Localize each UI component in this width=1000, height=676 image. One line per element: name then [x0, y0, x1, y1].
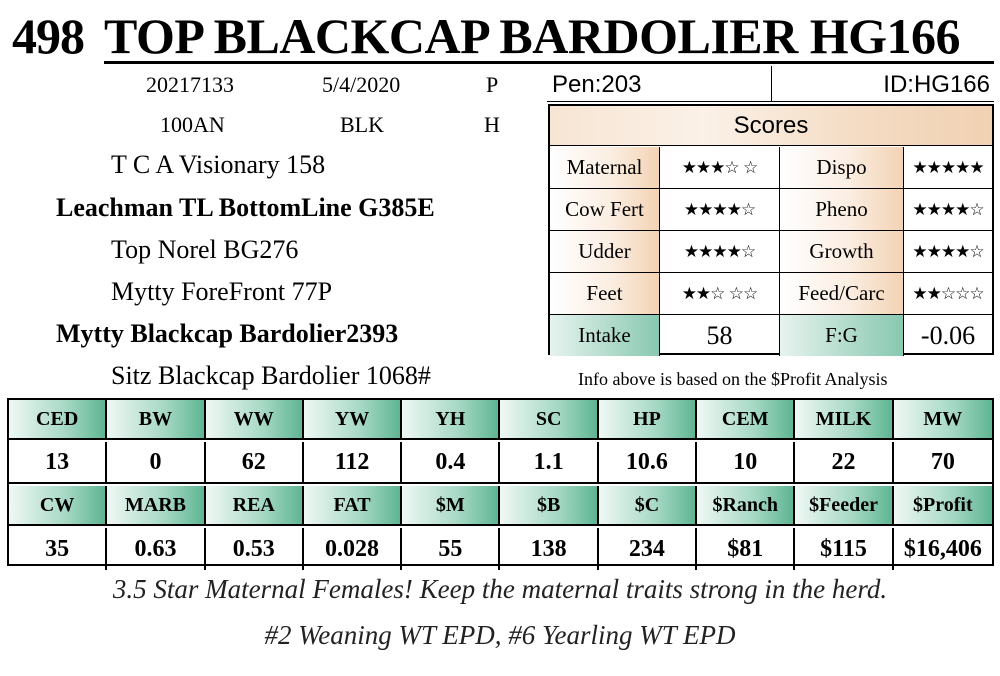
epd-value-cell: $81 [697, 528, 796, 570]
epd-value-cell: 1.1 [500, 442, 599, 484]
score-stars: ★★☆ ☆☆ [660, 273, 780, 314]
title-underline [104, 61, 994, 64]
epd-value-cell: 0 [107, 442, 206, 484]
epd-header-cell: CED [9, 400, 108, 440]
epd-header-cell: BW [107, 400, 206, 440]
epd-value-cell: $16,406 [903, 535, 982, 562]
score-row: Maternal ★★★☆ ☆ Dispo ★★★★★ [550, 147, 992, 189]
score-label: Udder [550, 231, 660, 272]
scores-caption: Info above is based on the $Profit Analy… [578, 369, 888, 389]
score-label: Cow Fert [550, 189, 660, 230]
epd-header-cell: CW [9, 486, 108, 526]
epd-value-cell: 70 [893, 442, 992, 484]
pedigree-dam: Mytty Blackcap Bardolier2393 [56, 319, 399, 348]
epd-value-cell: 13 [9, 442, 108, 484]
pedigree-dam-sire: Mytty ForeFront 77P [111, 277, 333, 306]
epd-value-cell: 10 [697, 442, 796, 484]
pen-divider [771, 66, 772, 102]
epd-header-cell: REA [205, 486, 304, 526]
score-label: Maternal [550, 147, 660, 188]
intake-value: 58 [660, 315, 780, 356]
pen-label: Pen:203 [552, 71, 642, 98]
epd-header-cell: MILK [795, 400, 894, 440]
epd-value-cell: 138 [500, 528, 599, 570]
epd-value-cell: 112 [303, 442, 403, 484]
score-label: Pheno [780, 189, 904, 230]
epd-header-cell: YW [303, 400, 403, 440]
epd-value-cell: 35 [9, 528, 108, 570]
epd-header-cell: YH [402, 400, 501, 440]
registration-number: 20217133 [146, 72, 234, 97]
lot-number: 498 [12, 8, 85, 64]
pedigree-sire: Leachman TL BottomLine G385E [56, 193, 435, 222]
epd-table: CED BW WW YW YH SC HP CEM MILK MW 13 0 62 112 0.4 1.1 1… [7, 398, 994, 570]
epd-value-cell: 62 [205, 442, 304, 484]
pedigree-sire-sire: T C A Visionary 158 [111, 150, 326, 179]
score-stars: ★★★★☆ [912, 199, 984, 220]
epd-header-cell: $M [402, 486, 501, 526]
scores-title: Scores [550, 106, 992, 146]
epd-header-cell: $C [598, 486, 698, 526]
epd-header-cell: CEM [697, 400, 796, 440]
epd-header-cell: $Feeder [795, 486, 894, 526]
note-line-1: 3.5 Star Maternal Females! Keep the mate… [112, 574, 888, 604]
epd-value-cell: 55 [402, 528, 501, 570]
tattoo: 100AN [160, 112, 225, 137]
score-label: Feet [550, 273, 660, 314]
epd-header-cell: MW [893, 400, 992, 440]
score-stars: ★★★★☆ [912, 241, 984, 262]
score-stars: ★★★★☆ [660, 189, 780, 230]
color-code: BLK [340, 112, 384, 137]
score-stars: ★★★☆ ☆ [660, 147, 780, 188]
score-stars: ★★☆☆☆ [912, 283, 984, 304]
score-row: Cow Fert ★★★★☆ Pheno ★★★★☆ [550, 189, 992, 231]
birth-date: 5/4/2020 [322, 72, 401, 97]
score-label: Intake [550, 315, 660, 356]
score-label: F:G [780, 315, 904, 356]
score-label: Feed/Carc [780, 273, 904, 314]
score-label: Growth [780, 231, 904, 272]
polled-code: P [486, 72, 499, 97]
feed-gain-value: -0.06 [920, 320, 976, 350]
horned-code: H [484, 112, 500, 137]
epd-header-cell: WW [205, 400, 304, 440]
epd-value-row: 35 0.63 0.53 0.028 55 138 234 $81 $115 $16,406 [9, 528, 992, 570]
epd-value-cell: 234 [599, 528, 698, 570]
animal-name: TOP BLACKCAP BARDOLIER HG166 [104, 8, 961, 64]
epd-header-cell: SC [500, 400, 599, 440]
epd-header-cell: $B [500, 486, 599, 526]
pen-rule [547, 101, 994, 102]
scores-table: Scores Maternal ★★★☆ ☆ Dispo ★★★★★ Cow F… [548, 104, 994, 356]
epd-value-cell: 10.6 [598, 442, 698, 484]
epd-value-cell: 0.028 [304, 528, 403, 570]
epd-header-row: CED BW WW YW YH SC HP CEM MILK MW [9, 400, 992, 440]
id-label: ID:HG166 [883, 71, 990, 98]
epd-header-cell: MARB [107, 486, 206, 526]
pedigree-sire-dam: Top Norel BG276 [111, 235, 299, 264]
epd-header-cell: $Ranch [697, 486, 796, 526]
epd-header-row: CW MARB REA FAT $M $B $C $Ranch $Feeder $Profit [9, 486, 992, 526]
epd-value-cell: 0.63 [107, 528, 206, 570]
epd-value-cell: 0.4 [402, 442, 501, 484]
score-label: Dispo [780, 147, 904, 188]
score-row: Feet ★★☆ ☆☆ Feed/Carc ★★☆☆☆ [550, 273, 992, 315]
epd-header-cell: FAT [303, 486, 403, 526]
epd-value-cell: 0.53 [206, 528, 304, 570]
note-line-2: #2 Weaning WT EPD, #6 Yearling WT EPD [264, 620, 736, 650]
score-stars: ★★★★☆ [660, 231, 780, 272]
epd-header-cell: $Profit [893, 486, 992, 526]
epd-header-cell: HP [598, 400, 698, 440]
score-row: Intake 58 F:G -0.06 [550, 315, 992, 356]
epd-value-cell: $115 [795, 528, 894, 570]
epd-value-cell: 22 [795, 442, 894, 484]
pedigree-dam-dam: Sitz Blackcap Bardolier 1068# [111, 361, 431, 390]
score-row: Udder ★★★★☆ Growth ★★★★☆ [550, 231, 992, 273]
epd-value-row: 13 0 62 112 0.4 1.1 10.6 10 22 70 [9, 442, 992, 484]
score-stars: ★★★★★ [912, 157, 984, 178]
